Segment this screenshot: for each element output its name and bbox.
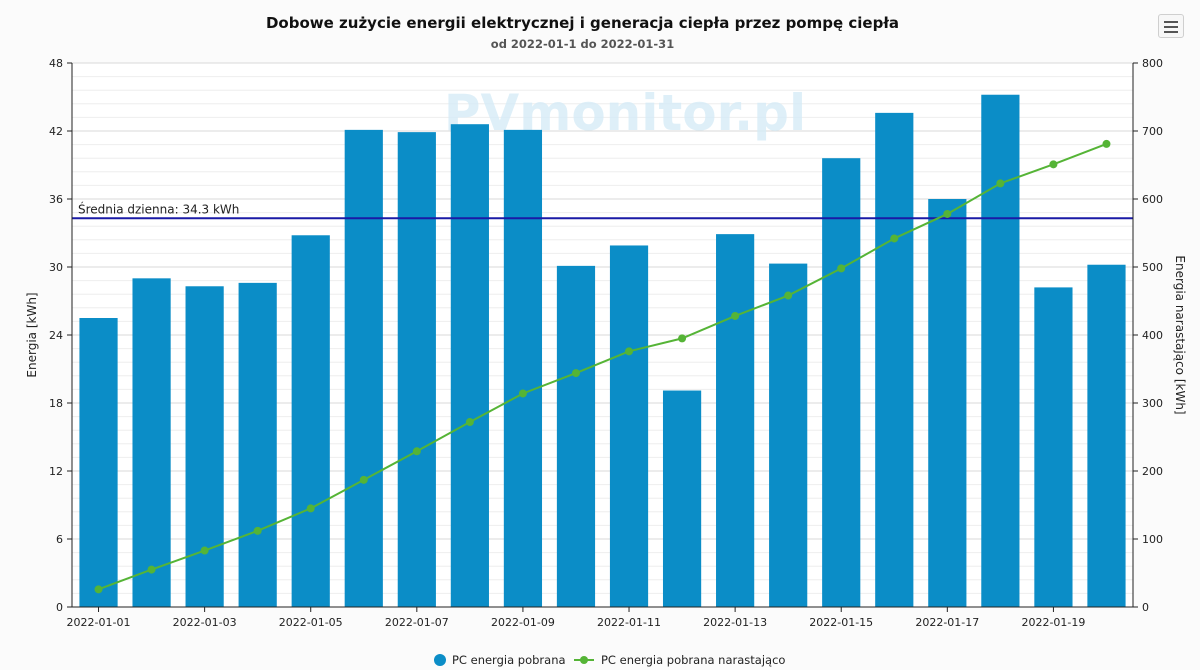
legend-label-bar: PC energia pobrana (452, 653, 566, 667)
left-tick-label: 36 (49, 193, 63, 206)
line-point-2022-01-14 (784, 291, 793, 300)
legend-marker-bar (434, 654, 446, 666)
line-point-2022-01-06 (359, 475, 368, 484)
line-point-2022-01-17 (943, 209, 952, 218)
bar-series (79, 94, 1126, 607)
bar-2022-01-16 (875, 112, 914, 607)
line-series (94, 139, 1111, 594)
line-point-2022-01-02 (147, 565, 156, 574)
right-axis-title: Energia narastająco [kWh] (1173, 255, 1187, 414)
x-tick-label: 2022-01-11 (597, 616, 661, 629)
left-tick-label: 12 (49, 465, 63, 478)
x-tick-label: 2022-01-01 (67, 616, 131, 629)
line-point-2022-01-13 (731, 311, 740, 320)
legend-label-line: PC energia pobrana narastająco (601, 653, 785, 667)
right-tick-label: 0 (1142, 601, 1149, 614)
x-tick-label: 2022-01-07 (385, 616, 449, 629)
left-tick-label: 42 (49, 125, 63, 138)
right-tick-label: 500 (1142, 261, 1163, 274)
x-tick-label: 2022-01-09 (491, 616, 555, 629)
right-tick-label: 400 (1142, 329, 1163, 342)
bar-2022-01-19 (1034, 287, 1073, 607)
line-point-2022-01-09 (518, 389, 527, 398)
x-tick-label: 2022-01-15 (809, 616, 873, 629)
line-point-2022-01-16 (890, 234, 899, 243)
bar-2022-01-03 (185, 286, 224, 607)
x-tick-label: 2022-01-05 (279, 616, 343, 629)
line-point-2022-01-07 (412, 447, 421, 456)
average-line-label: Średnia dzienna: 34.3 kWh (78, 201, 239, 216)
left-tick-label: 24 (49, 329, 63, 342)
right-tick-label: 800 (1142, 57, 1163, 70)
line-point-2022-01-08 (465, 418, 474, 427)
line-point-2022-01-11 (625, 347, 634, 356)
line-point-2022-01-10 (571, 369, 580, 378)
line-point-2022-01-01 (94, 585, 103, 594)
x-tick-label: 2022-01-19 (1021, 616, 1085, 629)
line-point-2022-01-18 (996, 179, 1005, 188)
x-tick-label: 2022-01-13 (703, 616, 767, 629)
x-tick-label: 2022-01-03 (173, 616, 237, 629)
line-point-2022-01-03 (200, 546, 209, 555)
legend-marker-line-point (580, 656, 588, 664)
bar-2022-01-02 (132, 278, 171, 607)
hamburger-icon (1164, 21, 1178, 23)
left-tick-label: 0 (56, 601, 63, 614)
line-point-2022-01-20 (1102, 139, 1111, 148)
left-tick-label: 6 (56, 533, 63, 546)
axes: 0 6 12 18 24 30 36 42 48 0 100 200 300 400 500 600 700 80… (25, 57, 1187, 629)
bar-2022-01-09 (503, 129, 543, 607)
bar-2022-01-01 (79, 318, 118, 607)
right-tick-label: 100 (1142, 533, 1163, 546)
right-tick-label: 700 (1142, 125, 1163, 138)
line-point-2022-01-19 (1049, 160, 1058, 169)
right-tick-label: 200 (1142, 465, 1163, 478)
left-tick-label: 30 (49, 261, 63, 274)
bar-2022-01-10 (556, 265, 596, 607)
bar-2022-01-08 (450, 124, 489, 607)
bar-2022-01-15 (822, 158, 861, 607)
right-tick-label: 300 (1142, 397, 1163, 410)
watermark: PVmonitor.pl (444, 84, 806, 142)
bar-2022-01-07 (397, 132, 436, 607)
bar-2022-01-06 (344, 129, 383, 607)
bar-2022-01-04 (238, 282, 277, 607)
left-tick-label: 18 (49, 397, 63, 410)
bar-2022-01-11 (609, 245, 649, 607)
chart-menu-button[interactable] (1158, 14, 1184, 38)
line-point-2022-01-05 (306, 504, 315, 513)
chart-title: Dobowe zużycie energii elektrycznej i ge… (265, 14, 900, 32)
x-tick-label: 2022-01-17 (915, 616, 979, 629)
left-axis-title: Energia [kWh] (25, 292, 39, 377)
bar-2022-01-18 (981, 94, 1020, 607)
bar-2022-01-14 (769, 263, 808, 607)
line-point-2022-01-12 (678, 334, 687, 343)
cumulative-line (98, 142, 1107, 591)
bar-2022-01-13 (716, 234, 755, 607)
bar-2022-01-12 (662, 390, 702, 607)
bar-2022-01-05 (291, 235, 330, 607)
bar-2022-01-20 (1087, 264, 1126, 607)
right-tick-label: 600 (1142, 193, 1163, 206)
left-tick-label: 48 (49, 57, 63, 70)
line-point-2022-01-04 (253, 526, 262, 535)
average-line-group: Średnia dzienna: 34.3 kWh (72, 201, 1133, 220)
legend: PC energia pobrana PC energia pobrana nar… (434, 653, 785, 667)
line-point-2022-01-15 (837, 264, 846, 273)
bar-2022-01-17 (928, 199, 967, 607)
chart-subtitle: od 2022-01-1 do 2022-01-31 (490, 37, 675, 51)
